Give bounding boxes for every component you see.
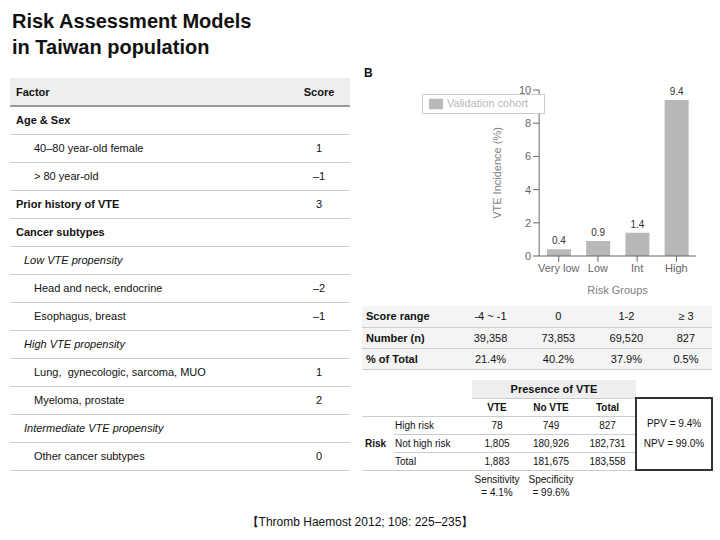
- svg-text:8: 8: [525, 117, 531, 129]
- html-text:No VTE: No VTE: [533, 401, 569, 413]
- html-text:827: 827: [599, 419, 616, 431]
- html-text:% of Total: % of Total: [366, 352, 418, 365]
- html-text:0: 0: [555, 310, 562, 323]
- html-text:Score range: Score range: [366, 310, 430, 323]
- html-text:Lung, gynecologic, sarcoma, MU: Lung, gynecologic, sarcoma, MUO: [34, 366, 206, 378]
- svg-text:Int: Int: [631, 262, 643, 274]
- html-text:1-2: 1-2: [618, 310, 635, 323]
- html-text:1,883: 1,883: [484, 455, 510, 467]
- svg-text:VTE Incidence (%): VTE Incidence (%): [491, 127, 503, 219]
- svg-text:Risk Groups: Risk Groups: [587, 284, 648, 296]
- svg-text:4: 4: [525, 184, 531, 196]
- html-text:2: 2: [315, 394, 323, 406]
- html-text:Risk: Risk: [365, 437, 387, 449]
- html-text:Cancer subtypes: Cancer subtypes: [16, 226, 105, 238]
- html-text:High VTE propensity: High VTE propensity: [24, 338, 125, 350]
- html-text:Total: Total: [395, 455, 417, 467]
- html-text:749: 749: [542, 419, 560, 431]
- html-text:Validation cohort: Validation cohort: [447, 97, 529, 109]
- html-text:40.2%: 40.2%: [542, 352, 574, 365]
- svg-text:High: High: [665, 262, 688, 274]
- html-text:Specificity = 99.6%: Specificity = 99.6%: [528, 474, 574, 499]
- html-text:0.5%: 0.5%: [673, 352, 699, 365]
- html-text:-4 ~ -1: -4 ~ -1: [474, 310, 507, 323]
- svg-text:0.4: 0.4: [552, 235, 566, 246]
- html-text:Age & Sex: Age & Sex: [16, 114, 71, 127]
- html-text:> 80 year-old: > 80 year-old: [34, 170, 99, 182]
- html-text:3: 3: [315, 198, 323, 210]
- html-text:VTE: VTE: [487, 401, 507, 413]
- svg-text:10: 10: [519, 84, 531, 96]
- html-text:180,926: 180,926: [532, 437, 570, 449]
- html-text:–2: –2: [312, 282, 326, 294]
- html-text:Head and neck, endocrine: Head and neck, endocrine: [34, 282, 163, 294]
- svg-text:0.9: 0.9: [591, 227, 605, 238]
- html-text:Not high risk: Not high risk: [395, 437, 451, 449]
- html-text:182,731: 182,731: [589, 437, 626, 449]
- html-text:73,853: 73,853: [541, 331, 576, 344]
- html-text:1: 1: [315, 142, 323, 154]
- html-text:Total: Total: [595, 401, 620, 413]
- svg-text:9.4: 9.4: [670, 86, 684, 97]
- html-text:–1: –1: [312, 170, 326, 182]
- html-text:Number (n): Number (n): [366, 331, 425, 344]
- svg-text:2: 2: [525, 217, 531, 229]
- html-text:PPV = 9.4%: PPV = 9.4%: [646, 418, 702, 429]
- html-text:181,675: 181,675: [532, 455, 570, 467]
- html-text:Score: Score: [303, 85, 335, 98]
- html-text:Risk Assessment Models: Risk Assessment Models: [12, 10, 252, 32]
- html-text:NPV = 99.0%: NPV = 99.0%: [643, 438, 705, 449]
- html-text:Sensitivity = 4.1%: Sensitivity = 4.1%: [474, 474, 520, 499]
- html-text:Presence of VTE: Presence of VTE: [510, 382, 598, 395]
- html-text:≥ 3: ≥ 3: [678, 310, 694, 323]
- html-text:Intermediate VTE propensity: Intermediate VTE propensity: [24, 422, 164, 434]
- svg-text:0: 0: [525, 250, 531, 262]
- html-text:21.4%: 21.4%: [474, 352, 507, 365]
- html-text:39,358: 39,358: [473, 331, 508, 344]
- html-text:B: B: [364, 66, 373, 80]
- html-text:69,520: 69,520: [609, 331, 644, 344]
- html-text:40–80 year-old female: 40–80 year-old female: [34, 142, 144, 154]
- html-text:Other cancer subtypes: Other cancer subtypes: [34, 450, 145, 462]
- svg-text:1.4: 1.4: [630, 219, 644, 230]
- html-text:1,805: 1,805: [484, 437, 510, 449]
- html-text:Prior history of VTE: Prior history of VTE: [16, 198, 120, 210]
- html-text:Myeloma, prostate: Myeloma, prostate: [34, 394, 125, 406]
- svg-text:Very low: Very low: [538, 262, 580, 274]
- svg-text:6: 6: [525, 150, 531, 162]
- html-text:–1: –1: [312, 310, 326, 322]
- html-text:【Thromb Haemost 2012; 108: 225: 【Thromb Haemost 2012; 108: 225–235】: [246, 515, 474, 529]
- html-text:Low VTE propensity: Low VTE propensity: [24, 254, 123, 266]
- html-text:827: 827: [676, 331, 696, 344]
- html-text:37.9%: 37.9%: [610, 352, 642, 365]
- html-text:High risk: High risk: [395, 419, 434, 431]
- html-text:183,558: 183,558: [589, 455, 626, 467]
- html-text:Factor: Factor: [16, 85, 50, 98]
- svg-text:Low: Low: [588, 262, 608, 274]
- html-text:Esophagus, breast: Esophagus, breast: [34, 310, 126, 322]
- html-text:78: 78: [491, 419, 503, 431]
- html-text:0: 0: [315, 450, 323, 462]
- html-text:1: 1: [315, 366, 323, 378]
- html-text:in Taiwan population: in Taiwan population: [12, 36, 210, 58]
